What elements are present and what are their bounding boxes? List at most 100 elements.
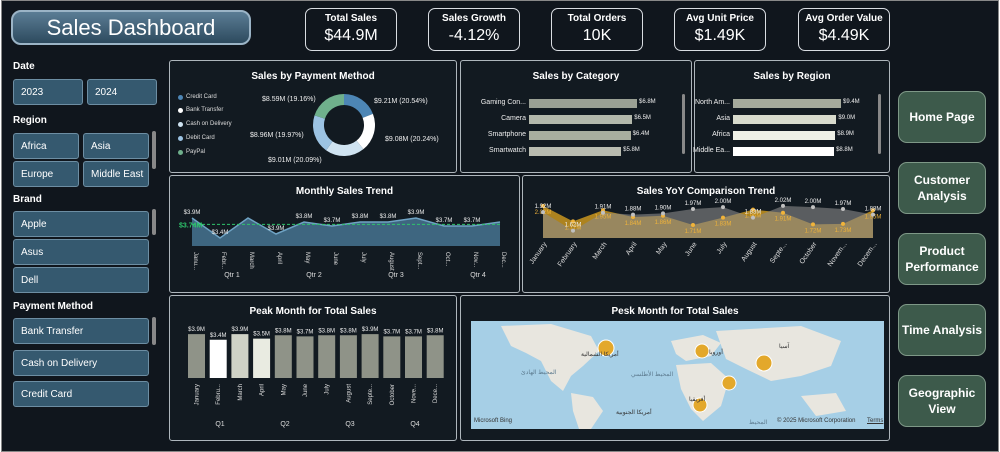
slicer-region-asia[interactable]: Asia bbox=[83, 133, 149, 159]
slicer-payment-cash-on-delivery[interactable]: Cash on Delivery bbox=[13, 350, 149, 376]
yoy-point[interactable] bbox=[841, 221, 845, 226]
nav-geographic-view[interactable]: Geographic View bbox=[898, 375, 986, 427]
page-title[interactable]: Sales Dashboard bbox=[11, 10, 251, 45]
peak-bar[interactable] bbox=[209, 339, 227, 378]
peak-bar[interactable] bbox=[296, 336, 314, 378]
yoy-point[interactable] bbox=[631, 212, 635, 217]
slicer-payment-bank-transfer[interactable]: Bank Transfer bbox=[13, 318, 149, 344]
yoy-point[interactable] bbox=[871, 208, 875, 213]
peak-bar[interactable] bbox=[361, 334, 379, 378]
quarter-tick: Q1 bbox=[215, 421, 224, 428]
peak-bar[interactable] bbox=[405, 336, 422, 378]
map-bubble[interactable] bbox=[694, 343, 710, 359]
peak-month-chart: Peak Month for Total Sales $3.9M January $… bbox=[169, 295, 457, 441]
donut-slice[interactable] bbox=[344, 94, 373, 118]
chart-scrollbar[interactable] bbox=[878, 94, 881, 154]
bar[interactable] bbox=[733, 99, 841, 108]
quarter-tick: Qtr 3 bbox=[388, 272, 404, 279]
yoy-label: 1.97M bbox=[835, 201, 852, 207]
chart-scrollbar[interactable] bbox=[682, 94, 685, 154]
peak-bar[interactable] bbox=[188, 334, 205, 378]
bar[interactable] bbox=[529, 131, 631, 140]
point-label: $3.9M bbox=[184, 210, 201, 216]
donut-slice[interactable] bbox=[313, 115, 333, 151]
map-bubble[interactable] bbox=[721, 375, 737, 391]
slicer-date-2024[interactable]: 2024 bbox=[87, 79, 157, 105]
donut-slice[interactable] bbox=[326, 140, 364, 156]
nav-customer-analysis[interactable]: Customer Analysis bbox=[898, 162, 986, 214]
map-terms-link[interactable]: Terms bbox=[867, 418, 884, 424]
kpi-avg-unit-price: Avg Unit Price $1.49K bbox=[674, 8, 766, 51]
slicer-payment-credit-card[interactable]: Credit Card bbox=[13, 381, 149, 407]
slicer-date-2023[interactable]: 2023 bbox=[13, 79, 83, 105]
bar-category-label: Gaming Con... bbox=[480, 99, 526, 106]
slicer-region-europe[interactable]: Europe bbox=[13, 161, 79, 187]
yoy-point[interactable] bbox=[841, 207, 845, 212]
bar-row: Gaming Con... $6.8M bbox=[461, 98, 681, 110]
map-bubble[interactable] bbox=[692, 397, 708, 413]
yoy-point[interactable] bbox=[871, 212, 875, 217]
yoy-point[interactable] bbox=[571, 219, 575, 224]
bar[interactable] bbox=[733, 147, 835, 156]
kpi-total-sales: Total Sales $44.9M bbox=[305, 8, 397, 51]
peak-bar[interactable] bbox=[274, 335, 292, 378]
slicer-region-middle-east[interactable]: Middle East bbox=[83, 161, 149, 187]
bar[interactable] bbox=[733, 131, 836, 140]
peak-bar[interactable] bbox=[253, 338, 271, 378]
yoy-point[interactable] bbox=[781, 203, 785, 208]
peak-bar[interactable] bbox=[383, 336, 401, 378]
month-tick: May bbox=[655, 241, 669, 256]
bar-row: Smartphone $6.4M bbox=[461, 130, 681, 142]
peak-bar[interactable] bbox=[426, 335, 444, 378]
yoy-point[interactable] bbox=[751, 215, 755, 220]
region-scrollbar[interactable] bbox=[152, 131, 156, 169]
peak-bar[interactable] bbox=[339, 335, 357, 378]
nav-time-analysis[interactable]: Time Analysis bbox=[898, 304, 986, 356]
peak-bar[interactable] bbox=[231, 334, 249, 378]
bar-row: Africa $8.9M bbox=[665, 130, 885, 142]
yoy-label: 1.88M bbox=[625, 207, 642, 213]
yoy-point[interactable] bbox=[811, 205, 815, 210]
yoy-point[interactable] bbox=[721, 215, 725, 220]
yoy-point[interactable] bbox=[661, 211, 665, 216]
world-map[interactable]: المحيط الهادئ المحيط الأطلسي أمريكا الشم… bbox=[471, 321, 884, 429]
peak-bar[interactable] bbox=[318, 335, 336, 378]
payment-scrollbar[interactable] bbox=[152, 317, 156, 345]
bar[interactable] bbox=[529, 99, 637, 108]
bar[interactable] bbox=[733, 115, 837, 124]
point-label: $3.7M bbox=[436, 218, 453, 224]
yoy-point[interactable] bbox=[601, 210, 605, 215]
monthly-trend-chart: Monthly Sales Trend $3.74M $3.9M $3.4M $3.9… bbox=[169, 175, 520, 293]
map-label: المحيط الهادئ bbox=[521, 370, 557, 376]
yoy-point[interactable] bbox=[781, 210, 785, 215]
month-tick: June bbox=[303, 383, 309, 397]
yoy-point[interactable] bbox=[541, 203, 545, 208]
bar[interactable] bbox=[529, 115, 633, 124]
yoy-point[interactable] bbox=[811, 222, 815, 227]
map-bubble[interactable] bbox=[755, 354, 773, 372]
brand-scrollbar[interactable] bbox=[152, 209, 156, 235]
bar[interactable] bbox=[529, 147, 622, 156]
yoy-point[interactable] bbox=[751, 207, 755, 212]
month-tick: April bbox=[625, 241, 639, 257]
map-bubble[interactable] bbox=[597, 339, 615, 357]
slicer-brand-apple[interactable]: Apple bbox=[13, 211, 149, 237]
yoy-point[interactable] bbox=[691, 223, 695, 228]
map-label: أمريكا الجنوبية bbox=[616, 410, 652, 416]
asia-shape bbox=[716, 326, 841, 381]
slicer-brand-dell[interactable]: Dell bbox=[13, 267, 149, 293]
donut-slice[interactable] bbox=[356, 113, 375, 150]
slicer-brand-asus[interactable]: Asus bbox=[13, 239, 149, 265]
yoy-point[interactable] bbox=[571, 228, 575, 233]
nav-home-page[interactable]: Home Page bbox=[898, 91, 986, 143]
map-canvas bbox=[501, 324, 846, 429]
kpi-label: Sales Growth bbox=[442, 13, 506, 24]
yoy-point[interactable] bbox=[541, 210, 545, 215]
yoy-point[interactable] bbox=[691, 207, 695, 212]
donut-slice[interactable] bbox=[314, 94, 344, 119]
map-label: أوروبا bbox=[709, 350, 723, 356]
yoy-point[interactable] bbox=[721, 205, 725, 210]
month-tick: July bbox=[325, 384, 331, 395]
slicer-region-africa[interactable]: Africa bbox=[13, 133, 79, 159]
nav-product-performance[interactable]: Product Performance bbox=[898, 233, 986, 285]
